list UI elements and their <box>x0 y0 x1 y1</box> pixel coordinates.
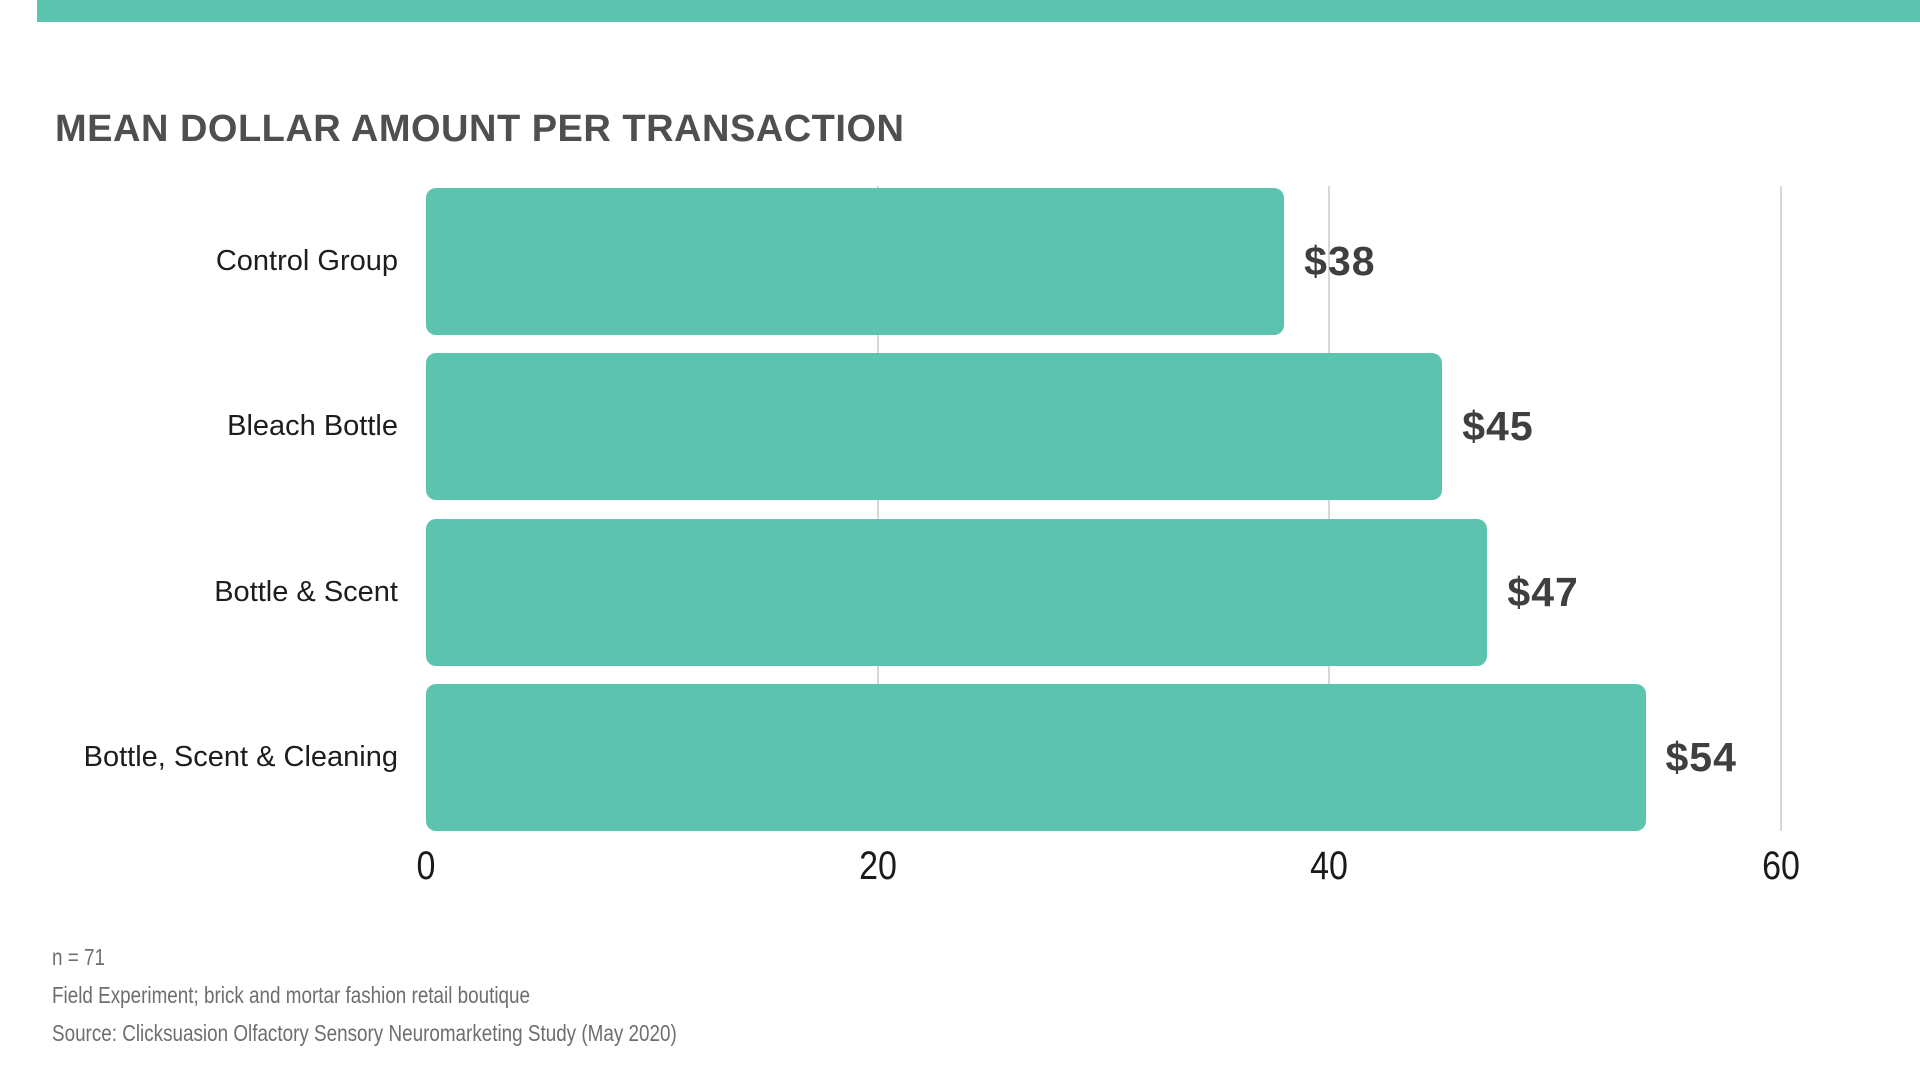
footnote-method: Field Experiment; brick and mortar fashi… <box>52 982 531 1008</box>
x-tick-label-20: 20 <box>858 844 897 888</box>
footnote-sample-size: n = 71 <box>52 944 105 970</box>
x-tick-label-40: 40 <box>1310 844 1349 888</box>
bar-2 <box>426 518 1488 666</box>
category-label-3: Bottle, Scent & Cleaning <box>83 741 398 773</box>
gridline-20 <box>876 186 879 831</box>
bar-1 <box>426 353 1443 501</box>
value-label-1: $45 <box>1462 403 1534 450</box>
footnotes-block: n = 71 Field Experiment; brick and morta… <box>52 938 677 1052</box>
category-label-2: Bottle & Scent <box>214 575 398 608</box>
value-label-0: $38 <box>1304 238 1376 284</box>
chart-title: MEAN DOLLAR AMOUNT PER TRANSACTION <box>55 108 905 150</box>
category-label-1: Bleach Bottle <box>227 410 398 443</box>
bar-3 <box>426 684 1646 831</box>
top-accent-bar <box>37 0 1920 22</box>
value-label-2: $47 <box>1507 568 1579 615</box>
bar-0 <box>426 188 1285 335</box>
x-tick-label-0: 0 <box>416 844 436 888</box>
gridline-60 <box>1780 186 1782 831</box>
footnote-source: Source: Clicksuasion Olfactory Sensory N… <box>52 1020 677 1046</box>
x-tick-label-60: 60 <box>1762 844 1800 888</box>
category-label-0: Control Group <box>215 245 398 277</box>
value-label-3: $54 <box>1665 734 1737 780</box>
gridline-40 <box>1328 186 1331 831</box>
